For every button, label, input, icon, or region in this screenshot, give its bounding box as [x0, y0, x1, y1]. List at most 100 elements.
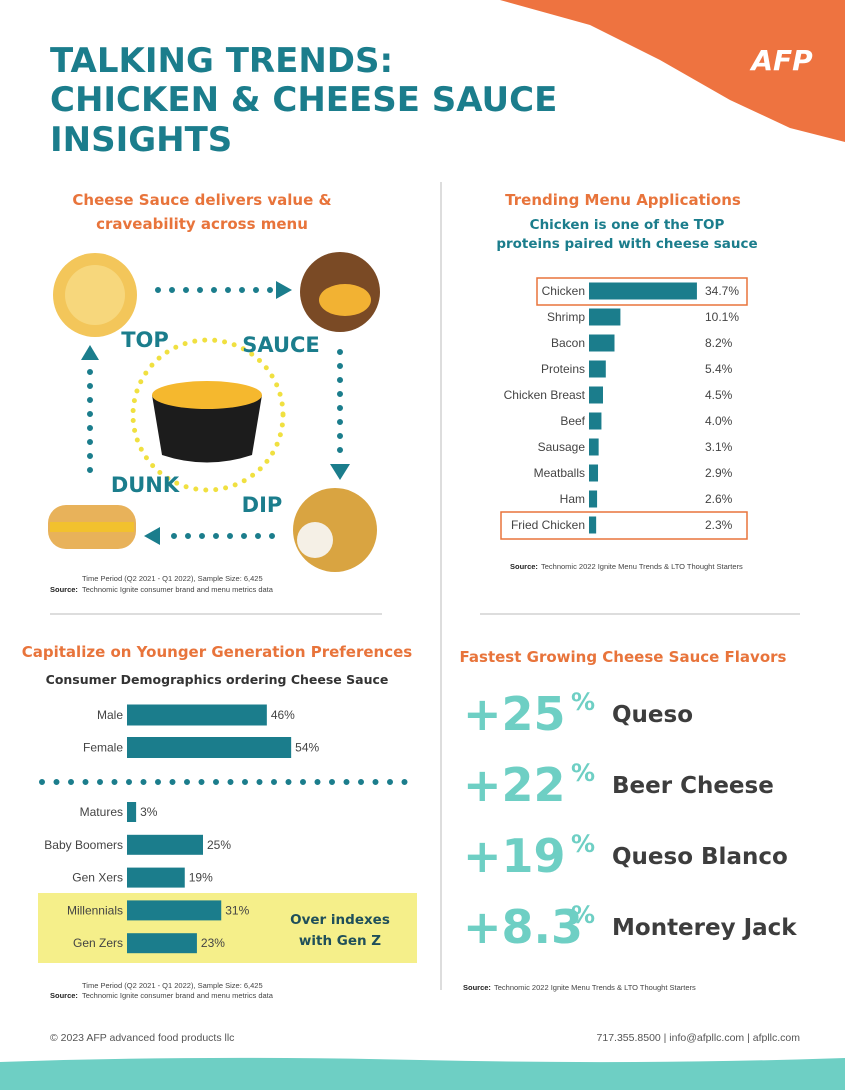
fries-image — [65, 265, 125, 325]
category-label: Gen Xers — [72, 871, 123, 885]
flavor-name: Queso — [612, 702, 693, 728]
arrow-head — [144, 527, 160, 545]
bar — [589, 438, 599, 456]
cup-image — [152, 381, 262, 409]
bar — [589, 412, 602, 430]
bar — [589, 334, 615, 352]
logo: AFP — [749, 44, 813, 77]
growth-number: +22 — [463, 758, 566, 812]
highlight-box — [500, 511, 748, 540]
bar — [589, 308, 621, 326]
header-swoosh — [500, 0, 845, 142]
source-label: Source: — [510, 562, 538, 571]
value-label: 4.5% — [705, 388, 733, 402]
category-label: Bacon — [551, 336, 585, 350]
diagram-label: TOP — [121, 328, 169, 352]
bar — [127, 867, 185, 888]
diagram-label: DIP — [242, 493, 283, 517]
section-heading: Cheese Sauce delivers value & — [72, 191, 331, 209]
percent-sign: % — [571, 830, 595, 858]
value-label: 4.0% — [705, 414, 733, 428]
value-label: 34.7% — [705, 284, 739, 298]
category-label: Proteins — [541, 362, 585, 376]
category-label: Beef — [560, 414, 585, 428]
growth-number: +25 — [463, 687, 566, 741]
copyright: © 2023 AFP advanced food products llc — [50, 1032, 234, 1044]
category-label: Gen Zers — [73, 936, 123, 950]
flavor-list: +25% Queso +22% Beer Cheese +19% Queso Blanco… — [463, 687, 797, 954]
value-label: 31% — [225, 903, 249, 917]
bar — [127, 737, 292, 758]
bar — [127, 933, 197, 954]
value-label: 5.4% — [705, 362, 733, 376]
source-label: Source: — [50, 991, 78, 1000]
growth-number: +8.3 — [463, 900, 583, 954]
value-label: 10.1% — [705, 310, 739, 324]
cup-image — [152, 395, 262, 463]
section-heading: Capitalize on Younger Generation Prefere… — [22, 643, 413, 661]
value-label: 19% — [189, 871, 213, 885]
sandwich-image — [50, 522, 134, 532]
time-period: Time Period (Q2 2021 - Q1 2022), Sample … — [82, 574, 263, 583]
category-label: Millennials — [67, 903, 123, 917]
growth-number: +19 — [463, 829, 566, 883]
category-label: Shrimp — [547, 310, 585, 324]
category-label: Ham — [560, 492, 585, 506]
burger-image — [319, 284, 371, 316]
highlight-box — [536, 277, 748, 306]
title-line: TALKING TRENDS: — [50, 41, 393, 81]
bar — [589, 360, 606, 378]
annotation: Over indexes — [290, 912, 390, 928]
chart-subtitle: Consumer Demographics ordering Cheese Sa… — [46, 672, 389, 687]
bar — [127, 900, 222, 921]
source: Technomic Ignite consumer brand and menu… — [82, 991, 274, 1000]
section-heading: Fastest Growing Cheese Sauce Flavors — [460, 648, 787, 666]
value-label: 54% — [295, 741, 319, 755]
value-label: 3.1% — [705, 440, 733, 454]
diagram — [48, 252, 380, 572]
dotted-ring — [130, 337, 286, 493]
source: Technomic Ignite consumer brand and menu… — [82, 585, 274, 594]
footer-band — [0, 1057, 845, 1090]
value-label: 25% — [207, 838, 231, 852]
value-label: 46% — [271, 708, 295, 722]
bar — [589, 464, 599, 482]
nuggets-image — [297, 522, 333, 558]
chart-subtitle: Chicken is one of the TOP — [530, 217, 725, 233]
arrow-head — [330, 464, 350, 480]
arrow-head — [276, 281, 292, 299]
source: Technomic 2022 Ignite Menu Trends & LTO … — [541, 562, 743, 571]
category-label: Female — [83, 741, 123, 755]
source-label: Source: — [463, 983, 491, 992]
percent-sign: % — [571, 901, 595, 929]
category-label: Sausage — [538, 440, 586, 454]
bar — [127, 834, 203, 855]
flavor-name: Queso Blanco — [612, 844, 788, 870]
bar — [589, 386, 603, 404]
value-label: 2.3% — [705, 518, 733, 532]
chart-subtitle: proteins paired with cheese sauce — [496, 236, 757, 252]
title-line: INSIGHTS — [50, 120, 232, 160]
source: Technomic 2022 Ignite Menu Trends & LTO … — [494, 983, 696, 992]
percent-sign: % — [571, 688, 595, 716]
dotted-arrows — [87, 287, 343, 539]
annotation: with Gen Z — [299, 933, 381, 949]
value-label: 23% — [201, 936, 225, 950]
arrow-head — [81, 345, 99, 360]
bar — [589, 282, 697, 300]
category-label: Matures — [80, 805, 123, 819]
category-label: Chicken — [542, 284, 585, 298]
flavor-name: Monterey Jack — [612, 915, 797, 941]
bar — [127, 802, 137, 822]
section-heading: Trending Menu Applications — [505, 191, 741, 209]
percent-sign: % — [571, 759, 595, 787]
value-label: 3% — [140, 805, 158, 819]
category-label: Male — [97, 708, 123, 722]
value-label: 2.9% — [705, 466, 733, 480]
value-label: 8.2% — [705, 336, 733, 350]
category-label: Fried Chicken — [511, 518, 585, 532]
category-label: Chicken Breast — [504, 388, 586, 402]
bar — [589, 490, 598, 508]
flavor-name: Beer Cheese — [612, 773, 774, 799]
